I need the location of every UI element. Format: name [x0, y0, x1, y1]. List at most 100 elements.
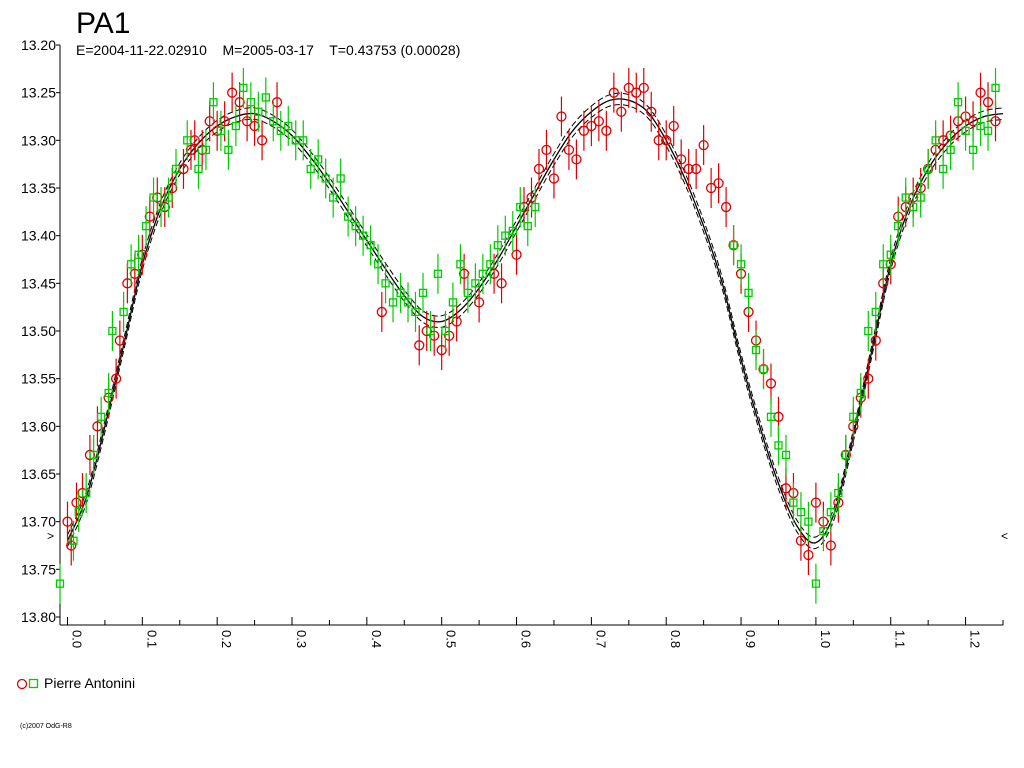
data-point-circle [608, 87, 619, 98]
data-point-circle [92, 421, 103, 432]
data-point-circle [185, 144, 197, 156]
right-edge-marker: < [1001, 529, 1008, 543]
data-point-circle [631, 87, 642, 98]
chart-subtitle: E=2004-11-22.02910 M=2005-03-17 T=0.4375… [76, 42, 460, 58]
data-point-square [478, 269, 488, 278]
x-tick-label: 0.1 [144, 630, 159, 648]
x-tick-label: 1.2 [968, 630, 983, 648]
data-point-square [306, 164, 315, 174]
data-point-circle [586, 120, 597, 132]
data-point-square [523, 221, 532, 231]
data-point-circle [683, 163, 694, 175]
data-point-circle [967, 116, 979, 127]
data-point-circle [219, 116, 230, 127]
x-tick-label: 0.0 [69, 630, 84, 648]
data-point-square [811, 579, 821, 588]
data-point-circle [646, 106, 657, 117]
data-point-circle [376, 306, 387, 318]
data-point-circle [541, 144, 552, 156]
data-point-circle [556, 111, 567, 122]
x-tick-label: 1.1 [893, 630, 908, 648]
data-point-circle [623, 82, 634, 94]
data-point-circle [616, 106, 627, 117]
legend: Pierre Antonini [16, 675, 135, 691]
data-point-circle [256, 135, 268, 146]
x-tick-label: 0.3 [294, 630, 309, 648]
chart-title: PA1 [76, 7, 130, 40]
x-tick-label: 1.0 [818, 630, 833, 648]
data-point-square [486, 260, 495, 269]
data-point-circle [496, 278, 507, 289]
x-ticks: 0.0 0.1 0.2 0.3 0.4 0.5 0.6 0.7 0.8 0.9 1.0 1.1 1.2 [66, 617, 1004, 648]
data-point-circle [458, 268, 470, 279]
data-point-square [74, 507, 83, 517]
data-point-circle [129, 268, 140, 279]
data-point-square [508, 226, 517, 236]
data-point-square [751, 345, 761, 355]
data-point-square [418, 288, 428, 298]
x-tick-label: 0.5 [444, 630, 459, 648]
data-point-circle [765, 378, 777, 389]
data-point-square [729, 241, 738, 250]
data-point-circle [518, 201, 530, 213]
data-point-circle [638, 82, 649, 94]
data-point-square [894, 221, 903, 231]
y-tick-label: 13.50 [21, 323, 56, 339]
data-point-circle [197, 144, 208, 156]
data-point-square [171, 164, 181, 174]
data-point-square [789, 498, 798, 507]
data-point-square [774, 441, 783, 450]
data-point-circle [226, 87, 238, 98]
data-point-circle [533, 163, 545, 175]
data-point-circle [526, 192, 537, 203]
x-tick-label: 0.7 [593, 630, 608, 648]
data-point-square [261, 93, 270, 102]
data-point-square [358, 231, 368, 240]
data-point-circle [62, 516, 73, 527]
y-tick-label: 13.75 [21, 561, 56, 577]
data-point-circle [71, 497, 82, 508]
data-point-square [493, 241, 502, 250]
data-point-square [916, 193, 925, 202]
data-point-square [744, 288, 753, 298]
data-point-circle [436, 344, 447, 356]
data-point-circle [114, 335, 126, 346]
data-point-circle [668, 120, 679, 132]
data-point-square [759, 364, 768, 374]
left-edge-marker: > [47, 529, 54, 543]
data-point-square [441, 326, 450, 336]
data-point-square [69, 536, 78, 545]
data-point-circle [601, 125, 612, 136]
data-point-square [819, 527, 828, 536]
x-tick-label: 0.8 [668, 630, 683, 648]
data-point-circle [571, 154, 582, 165]
data-point-square [976, 121, 985, 131]
data-point-square [284, 121, 293, 131]
y-tick-label: 13.40 [21, 228, 56, 244]
data-point-circle [122, 278, 133, 289]
data-point-square [314, 155, 323, 164]
data-point-circle [691, 163, 702, 175]
data-point-circle [975, 87, 986, 98]
x-tick-label: 0.6 [519, 630, 534, 648]
data-point-square [254, 107, 263, 116]
y-tick-label: 13.70 [21, 514, 56, 530]
data-point-square [396, 288, 405, 298]
data-point-circle [77, 487, 88, 499]
data-point-square [55, 579, 65, 588]
legend-square-marker [28, 678, 39, 689]
data-point-square [931, 136, 940, 145]
data-point-square [426, 326, 435, 336]
data-point-square [336, 174, 345, 183]
data-point-square [321, 174, 330, 183]
data-point-square [343, 212, 353, 221]
data-point-circle [110, 373, 122, 384]
y-tick-label: 13.65 [21, 466, 56, 482]
data-point-circle [451, 316, 462, 327]
data-points [55, 67, 1001, 604]
data-point-square [463, 288, 473, 298]
data-point-square [909, 202, 918, 212]
data-point-square [879, 260, 888, 269]
data-point-square [246, 98, 255, 107]
data-point-square [329, 193, 338, 202]
